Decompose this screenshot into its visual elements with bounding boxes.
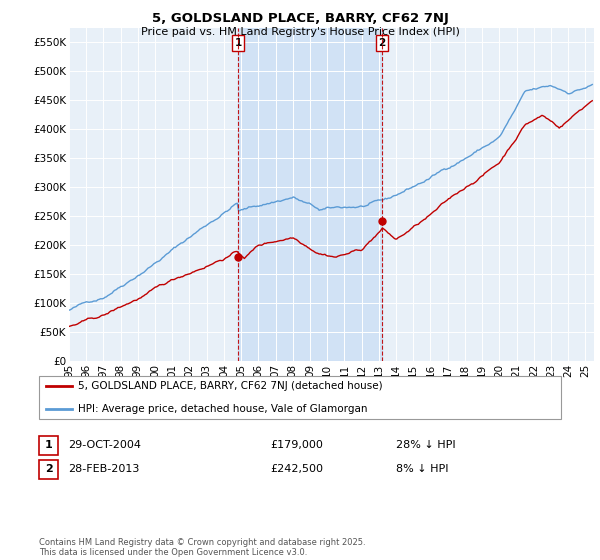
Text: £242,500: £242,500 <box>270 464 323 474</box>
Bar <box>238 28 382 361</box>
Text: 2: 2 <box>45 464 52 474</box>
Text: 1: 1 <box>235 38 242 48</box>
Text: 8% ↓ HPI: 8% ↓ HPI <box>396 464 449 474</box>
Text: 28% ↓ HPI: 28% ↓ HPI <box>396 440 455 450</box>
Text: Contains HM Land Registry data © Crown copyright and database right 2025.
This d: Contains HM Land Registry data © Crown c… <box>39 538 365 557</box>
Text: 28-FEB-2013: 28-FEB-2013 <box>68 464 139 474</box>
Text: 1: 1 <box>45 440 52 450</box>
Text: 5, GOLDSLAND PLACE, BARRY, CF62 7NJ (detached house): 5, GOLDSLAND PLACE, BARRY, CF62 7NJ (det… <box>78 381 383 391</box>
Text: 2: 2 <box>378 38 385 48</box>
Text: Price paid vs. HM Land Registry's House Price Index (HPI): Price paid vs. HM Land Registry's House … <box>140 27 460 37</box>
Text: 5, GOLDSLAND PLACE, BARRY, CF62 7NJ: 5, GOLDSLAND PLACE, BARRY, CF62 7NJ <box>152 12 448 25</box>
Text: £179,000: £179,000 <box>270 440 323 450</box>
Text: 29-OCT-2004: 29-OCT-2004 <box>68 440 141 450</box>
Text: HPI: Average price, detached house, Vale of Glamorgan: HPI: Average price, detached house, Vale… <box>78 404 367 414</box>
